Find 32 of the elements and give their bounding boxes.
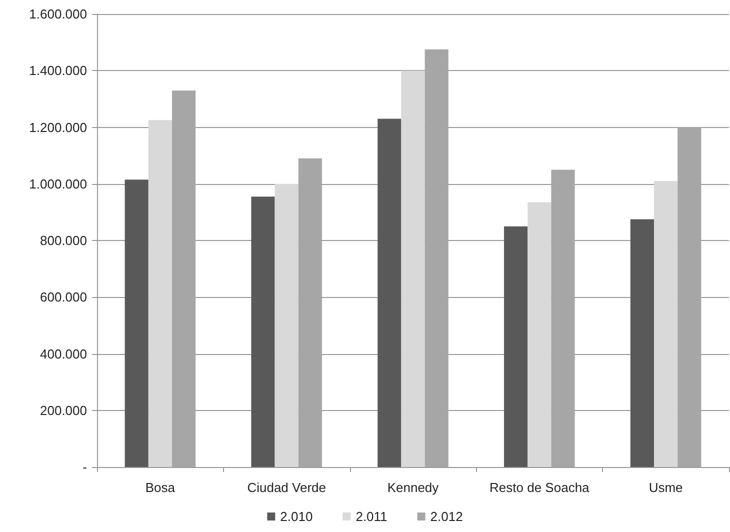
y-tick-label: 200.000	[40, 402, 87, 418]
bar	[124, 180, 148, 467]
y-tick-label: 1.600.000	[29, 6, 87, 22]
legend-label: 2.012	[430, 509, 463, 524]
bar	[528, 202, 552, 467]
x-tick-label: Resto de Soacha	[490, 480, 590, 495]
x-tick-label: Kennedy	[387, 480, 440, 495]
y-tick-label: -	[82, 460, 87, 474]
y-tick-label: 400.000	[40, 346, 87, 362]
y-tick-label: 1.400.000	[29, 63, 87, 78]
y-tick-label: 600.000	[40, 290, 87, 305]
bar	[148, 120, 172, 467]
y-tick-label: 1.200.000	[29, 120, 87, 135]
x-tick-label: Bosa	[145, 480, 176, 495]
bar	[678, 127, 702, 467]
legend-label: 2.010	[280, 509, 313, 524]
x-tick-label: Ciudad Verde	[247, 480, 326, 495]
bar	[274, 184, 298, 467]
bar	[424, 49, 448, 467]
bar	[401, 70, 425, 467]
bar	[251, 196, 275, 467]
y-tick-label: 1.000.000	[29, 176, 87, 192]
bar	[630, 219, 654, 467]
legend-label: 2.011	[356, 509, 388, 524]
y-tick-label: 800.000	[40, 233, 87, 248]
bar	[504, 226, 528, 467]
bar	[551, 170, 575, 467]
bar	[654, 181, 678, 467]
bar	[378, 118, 402, 467]
bar	[172, 90, 196, 467]
x-tick-label: Usme	[648, 480, 683, 495]
bar	[298, 158, 322, 467]
